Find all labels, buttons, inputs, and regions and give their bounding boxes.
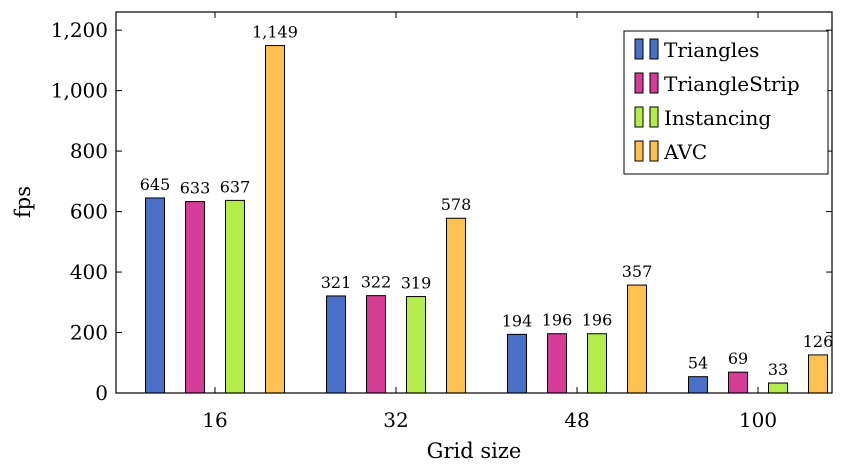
data-label: 194 [502, 311, 533, 330]
data-label: 54 [688, 354, 708, 373]
legend-label: Triangles [664, 38, 759, 62]
data-label: 321 [321, 273, 352, 292]
data-label: 196 [582, 311, 613, 330]
legend-swatch [634, 140, 644, 162]
y-tick-label: 600 [70, 200, 108, 224]
data-label: 196 [542, 311, 573, 330]
data-label: 319 [401, 274, 432, 293]
axis-ticks: 0 200 400 600 800 1,000 1,200 16 32 48 100 [51, 12, 832, 432]
data-label: 33 [768, 360, 788, 379]
bar-instancing [768, 382, 788, 394]
legend-swatch [649, 72, 659, 94]
bar-triangles [326, 295, 346, 394]
bar-avc [808, 354, 828, 394]
data-label: 357 [622, 262, 653, 281]
legend-swatch [649, 106, 659, 128]
bar-instancing [587, 333, 607, 394]
y-tick-label: 0 [95, 381, 108, 405]
data-label: 126 [803, 332, 834, 351]
data-label: 633 [180, 179, 211, 198]
y-axis-label: fps [11, 186, 35, 218]
bar-instancing [406, 296, 426, 394]
legend-label: Instancing [664, 106, 771, 130]
bar-triangles [145, 197, 165, 394]
x-tick-label: 32 [383, 408, 408, 432]
y-tick-label: 800 [70, 139, 108, 163]
bar-trianglestrip [547, 333, 567, 394]
legend-swatch [649, 38, 659, 60]
legend-label: AVC [663, 140, 707, 164]
y-tick-label: 400 [70, 260, 108, 284]
bar-trianglestrip [185, 201, 205, 394]
legend: Triangles TriangleStrip Instancing AVC [623, 30, 829, 175]
legend-swatch [634, 106, 644, 128]
bar-avc [446, 217, 466, 394]
data-labels: 645 633 637 1,149 321 322 319 578 194 196 196 357 54… [140, 23, 834, 379]
x-tick-label: 48 [564, 408, 589, 432]
legend-swatch [649, 140, 659, 162]
x-tick-label: 100 [739, 408, 777, 432]
bar-instancing [225, 199, 245, 394]
data-label: 69 [728, 349, 748, 368]
x-axis-label: Grid size [427, 439, 522, 463]
legend-swatch [634, 72, 644, 94]
plot-frame [115, 11, 833, 394]
bar-triangles [507, 333, 527, 394]
legend-swatch [634, 38, 644, 60]
x-tick-label: 16 [202, 408, 227, 432]
bar-triangles [688, 376, 708, 394]
bar-avc [265, 45, 285, 394]
bar-trianglestrip [728, 371, 748, 394]
data-label: 645 [140, 175, 171, 194]
data-label: 578 [441, 195, 472, 214]
bar-trianglestrip [366, 295, 386, 394]
y-tick-label: 200 [70, 321, 108, 345]
data-label: 637 [220, 177, 251, 196]
data-label: 322 [361, 273, 392, 292]
legend-label: TriangleStrip [664, 72, 800, 96]
data-label: 1,149 [252, 23, 298, 42]
bar-avc [627, 284, 647, 394]
y-tick-label: 1,000 [51, 79, 108, 103]
y-tick-label: 1,200 [51, 18, 108, 42]
